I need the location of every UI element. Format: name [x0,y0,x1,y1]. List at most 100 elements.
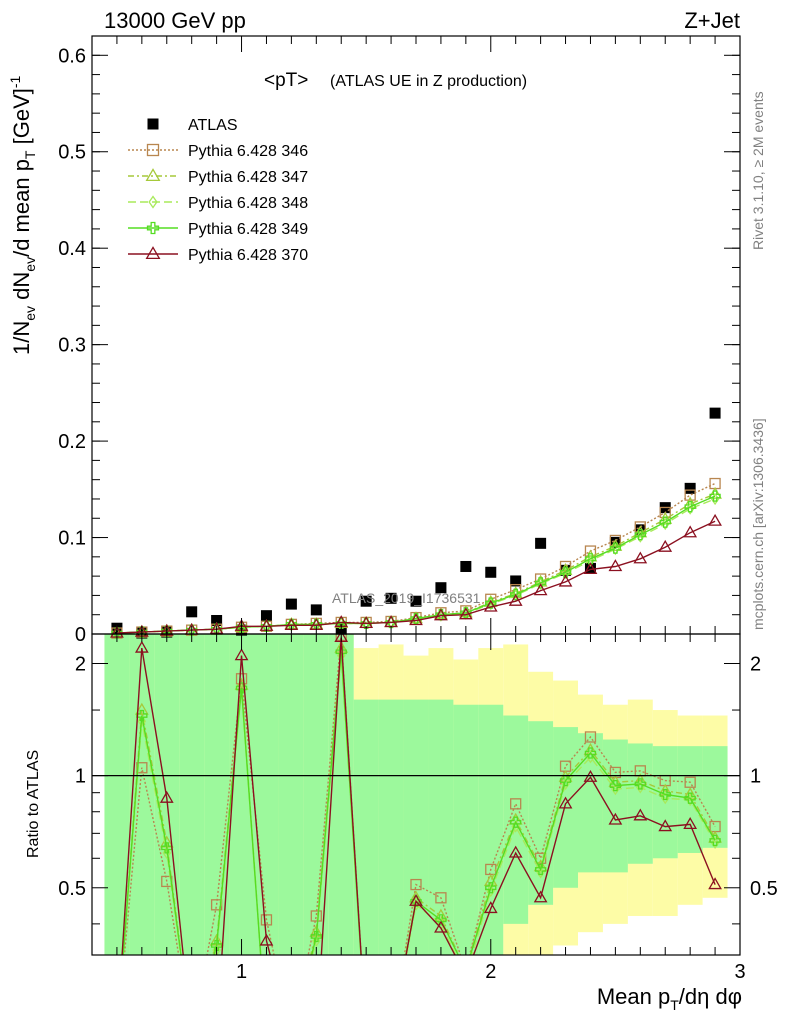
ratio-point [234,648,249,661]
band-inner-bin [428,699,454,955]
ratio-point [212,944,221,955]
ratio-point [510,816,522,828]
mc-data-point [684,501,696,513]
ratio-line-pythia-6.428-347 [122,648,716,955]
watermark: ATLAS_2019_I1736531 [332,590,481,606]
ratio-point [584,747,597,759]
mc-data-point [434,608,448,621]
mc-data-point [683,496,698,509]
x-tick-label: 1 [236,961,247,983]
ratio-point [434,920,448,933]
mc-data-point [584,553,597,565]
mc-data-point [684,489,696,501]
band-inner-bin [378,699,404,955]
mc-data-point [559,566,572,578]
mc-data-point [186,624,198,636]
ratio-point [312,934,321,948]
band-inner-bin [453,704,479,955]
ratio-point [633,808,648,821]
mc-data-point [708,513,722,526]
atlas-data-point [609,536,621,548]
ratio-y-tick-label-right: 0.5 [750,878,778,900]
band-inner-bin [179,634,205,955]
mc-data-point [659,516,671,528]
legend-label: Pythia 6.428 347 [188,169,308,186]
y-tick-label: 0.1 [58,528,86,550]
mc-data-point [708,486,722,499]
y-tick-label: 0.3 [58,335,86,357]
ratio-point [410,895,422,907]
mc-data-point [385,616,397,629]
atlas-data-point [709,407,721,419]
atlas-data-point [186,606,198,618]
band-inner-bin [254,634,279,955]
mc-data-point [658,539,673,552]
mc-data-point [235,621,248,633]
ratio-point [259,933,274,946]
ratio-point [409,893,423,906]
ratio-point [260,914,273,926]
mc-data-point [161,625,173,637]
ratio-line-pythia-6.428-346 [123,635,716,955]
ratio-point [410,878,422,891]
ratio-series [121,634,722,955]
legend-label: Pythia 6.428 348 [188,195,308,212]
atlas-data-point [435,582,447,594]
axes: 0 0.1 0.2 0.3 0.4 0.5 0.6 0.5 0.5 1 1 2 2 1 2 3 [58,35,778,983]
band-inner-bin [154,634,180,955]
ratio-point [510,798,522,810]
ratio-point [558,796,573,809]
mc-data-point [260,620,273,632]
ratio-point [634,778,646,790]
atlas-data-point [684,482,696,494]
ratio-point [708,877,722,890]
mc-data-point [335,617,347,630]
ratio-point [134,640,149,653]
mc-data-point [709,490,721,502]
mc-data-point [533,583,548,596]
atlas-data-point [410,595,422,607]
legend-marker [148,195,158,209]
atlas-data-point [385,592,397,604]
legend-marker [146,221,160,235]
ratio-line-pythia-6.428-370 [121,637,716,955]
y-tick-label: 0.5 [58,142,86,164]
mc-data-point [510,588,522,601]
legend-label: Pythia 6.428 349 [188,221,308,238]
band-inner-bin [503,715,529,924]
atlas-data-point [310,604,322,616]
atlas-data-point [485,566,497,578]
ratio-point [134,702,149,715]
ratio-y-tick-label-left: 1 [75,766,86,788]
mc-data-point [483,599,498,612]
band-inner-bin [403,699,429,955]
ratio-point [534,863,547,876]
band-inner-bin [627,743,653,864]
band-inner-bin [328,634,354,955]
atlas-data-point [360,595,372,607]
mc-data-point [636,530,645,543]
mc-data-point [608,538,623,551]
atlas-data-point [260,610,272,622]
ratio-point [608,812,623,825]
ratio-y-tick-label-left: 2 [75,653,86,675]
ratio-point [709,834,721,847]
mc-data-point [558,563,573,575]
mc-data-point [660,517,670,531]
ratio-point [485,882,497,894]
y-axis-label-ratio: Ratio to ATLAS [25,750,42,858]
ratio-point [136,709,148,722]
ratio-point [584,731,597,743]
mcplots-label: mcplots.cern.ch [arXiv:1306.3436] [750,418,766,630]
mc-data-point [683,525,698,538]
mc-data-point [409,613,423,626]
legend-marker [145,168,161,182]
band-inner-bin [278,634,304,955]
legend-marker [145,246,161,260]
ratio-point [583,769,598,782]
y-tick-label: 0.2 [58,431,86,453]
mc-data-point [608,559,623,572]
ratio-point [684,792,696,804]
